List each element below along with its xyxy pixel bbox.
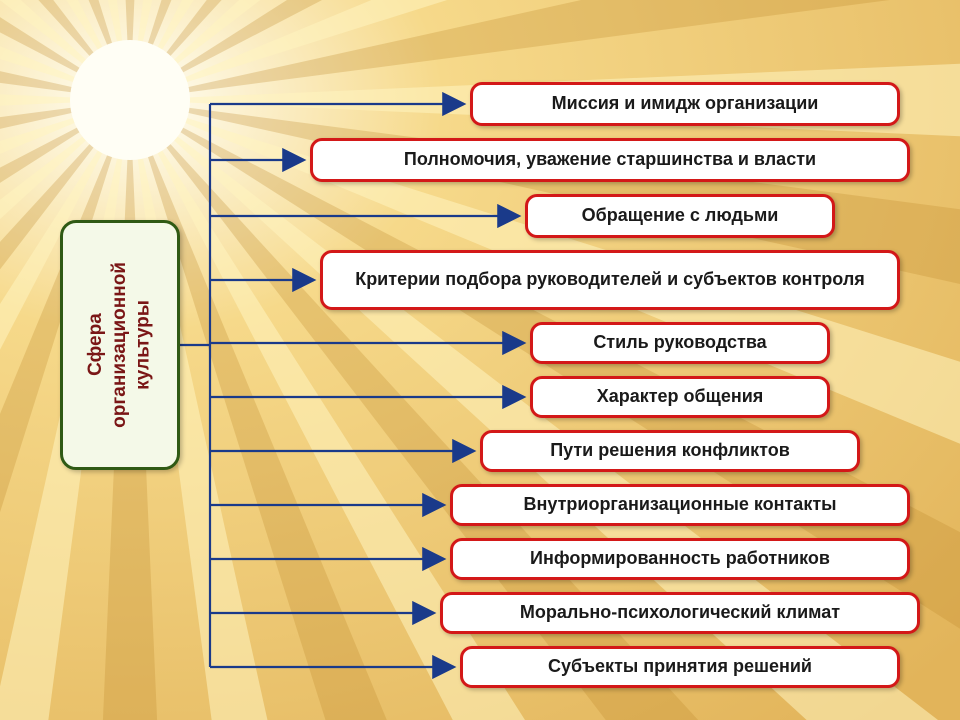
item-label: Обращение с людьми (582, 205, 779, 227)
source-node: Сфера организационной культуры (60, 220, 180, 470)
item-node: Полномочия, уважение старшинства и власт… (310, 138, 910, 182)
item-node: Информированность работников (450, 538, 910, 580)
item-node: Критерии подбора руководителей и субъект… (320, 250, 900, 310)
item-node: Обращение с людьми (525, 194, 835, 238)
item-label: Миссия и имидж организации (552, 93, 819, 115)
item-label: Характер общения (597, 386, 764, 408)
item-node: Пути решения конфликтов (480, 430, 860, 472)
item-label: Морально-психологический климат (520, 602, 840, 624)
item-node: Стиль руководства (530, 322, 830, 364)
item-label: Пути решения конфликтов (550, 440, 790, 462)
diagram-canvas: Сфера организационной культуры Миссия и … (0, 0, 960, 720)
item-label: Критерии подбора руководителей и субъект… (355, 269, 865, 291)
source-label: Сфера организационной культуры (84, 262, 155, 428)
item-node: Характер общения (530, 376, 830, 418)
item-node: Морально-психологический климат (440, 592, 920, 634)
item-node: Субъекты принятия решений (460, 646, 900, 688)
item-label: Полномочия, уважение старшинства и власт… (404, 149, 816, 171)
item-node: Внутриорганизационные контакты (450, 484, 910, 526)
item-label: Стиль руководства (593, 332, 766, 354)
item-label: Внутриорганизационные контакты (523, 494, 836, 516)
item-label: Субъекты принятия решений (548, 656, 812, 678)
item-label: Информированность работников (530, 548, 830, 570)
item-node: Миссия и имидж организации (470, 82, 900, 126)
